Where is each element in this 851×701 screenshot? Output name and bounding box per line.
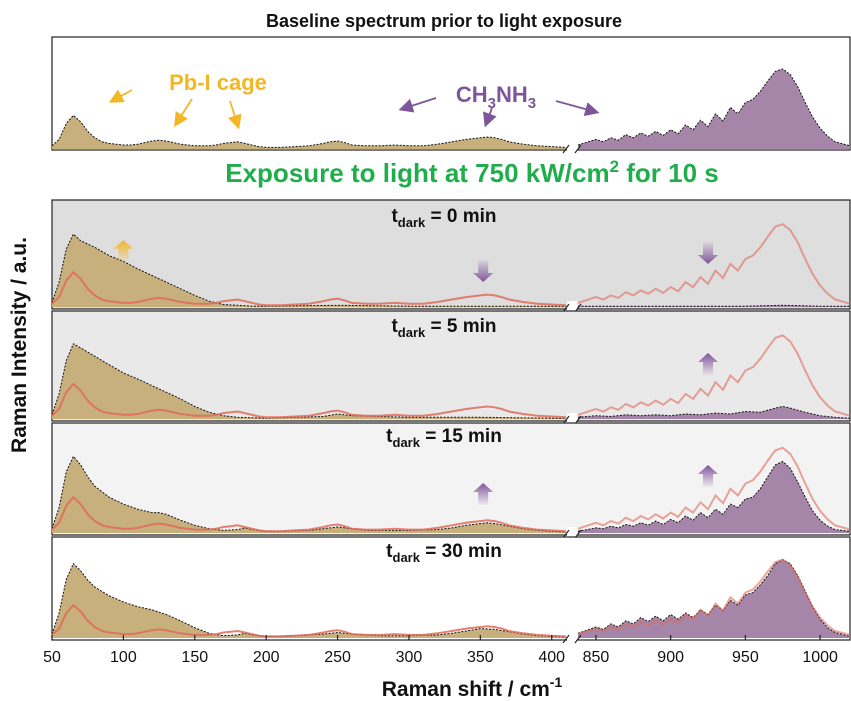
baseline-trace-low: [51, 603, 567, 638]
x-tick-label: 950: [732, 649, 759, 666]
ch3-line: [577, 460, 851, 532]
axis-break-mark: [574, 634, 582, 644]
baseline-trace-low: [51, 382, 567, 419]
pbi-arrow-right: [227, 100, 242, 130]
panel-tdark-30: [51, 536, 851, 644]
ch3-line: [577, 405, 851, 419]
baseline-ch3-line: [577, 68, 851, 147]
pbi-area: [52, 343, 566, 419]
ch3-arrow-mid: [483, 107, 497, 128]
baseline-trace-low: [51, 495, 567, 533]
panel-label-3: tdark = 30 min: [386, 541, 502, 565]
baseline-trace-high: [577, 223, 851, 305]
baseline-trace-high: [577, 558, 851, 636]
x-tick-label: 200: [253, 649, 280, 666]
axis-break-gap: [567, 413, 577, 425]
x-tick-label: 850: [583, 649, 610, 666]
axis-break-gap: [567, 301, 577, 313]
x-tick-label: 50: [43, 649, 61, 666]
panel-label-2: tdark = 15 min: [386, 426, 502, 450]
panel-tdark-0: [51, 199, 851, 313]
pbi-arrow-left: [108, 89, 133, 103]
axis-break-mark: [574, 144, 582, 154]
x-axis-label: Raman shift / cm-1: [382, 674, 563, 701]
ch3-area: [578, 559, 850, 638]
pbi-line: [51, 455, 567, 533]
panel-label-0: tdark = 0 min: [391, 206, 496, 230]
x-tick-label: 350: [467, 649, 494, 666]
baseline-panel: [51, 36, 851, 154]
x-tick-label: 150: [181, 649, 208, 666]
pbi-line: [51, 562, 567, 638]
axis-break-gap: [567, 142, 577, 154]
pbi-cage-annotation: Pb-I cage: [169, 70, 267, 95]
baseline-ch3-area: [578, 69, 850, 149]
baseline-pbi-line: [51, 114, 567, 148]
ch3-line: [578, 304, 850, 307]
ch3-arrow-left: [398, 97, 437, 113]
x-tick-label: 900: [657, 649, 684, 666]
axis-break-mark: [562, 144, 570, 154]
panel-label-1: tdark = 5 min: [391, 316, 496, 340]
change-arrow-down: [473, 260, 494, 282]
panel-tdark-15: [51, 422, 851, 539]
change-arrow-down: [698, 242, 719, 264]
panel-frame: [51, 199, 851, 310]
x-axis: 50 100 150 200 250 300 350 400 850 900 950 1000: [43, 635, 838, 666]
axis-break-gap: [567, 632, 577, 644]
baseline-trace-high: [577, 334, 851, 417]
ch3nh3-annotation: CH3NH3: [456, 82, 536, 112]
y-axis-label: Raman Intensity / a.u.: [8, 237, 31, 453]
ch3-arrow-right: [555, 100, 600, 117]
ch3-area: [578, 461, 850, 533]
change-arrow-up: [698, 353, 719, 375]
baseline-pbi-area: [52, 115, 566, 149]
change-arrow-up: [473, 483, 494, 505]
x-tick-label: 100: [110, 649, 137, 666]
x-tick-label: 250: [324, 649, 351, 666]
chart-subtitle: Exposure to light at 750 kW/cm2 for 10 s: [225, 157, 719, 188]
pbi-line: [51, 233, 566, 307]
change-arrow-up: [698, 465, 719, 487]
baseline-trace-high: [577, 446, 851, 531]
baseline-trace-low: [51, 270, 567, 307]
x-tick-label: 400: [538, 649, 565, 666]
x-tick-label: 300: [396, 649, 423, 666]
change-arrow-up: [113, 240, 134, 262]
chart-title: Baseline spectrum prior to light exposur…: [266, 11, 622, 31]
axis-break-mark: [562, 634, 570, 644]
axis-break-gap: [567, 527, 577, 539]
panel-tdark-5: [51, 310, 851, 425]
pbi-arrow-mid: [174, 98, 193, 128]
x-tick-label: 1000: [802, 649, 838, 666]
